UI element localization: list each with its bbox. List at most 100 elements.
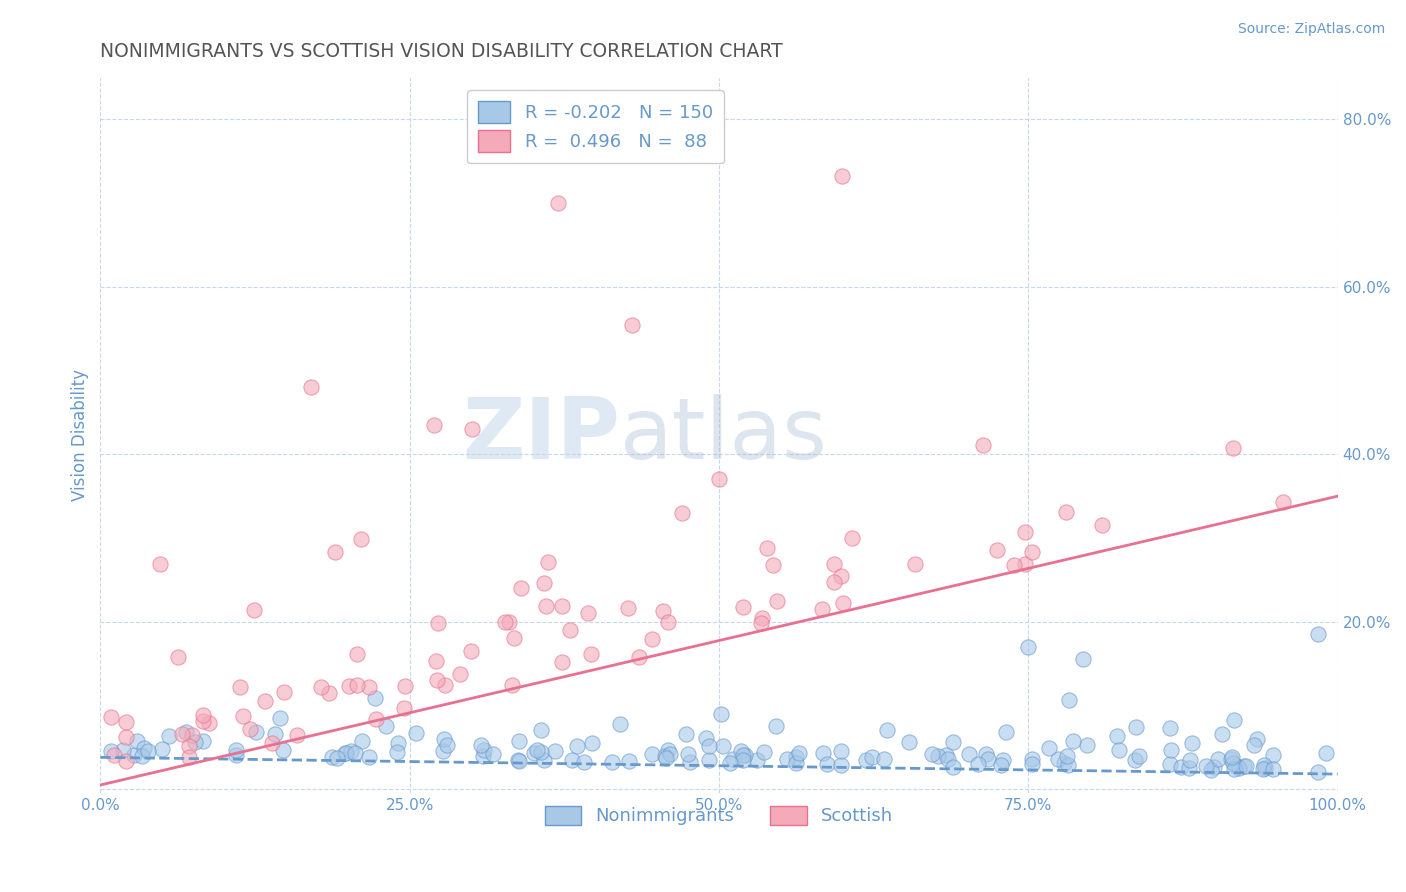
Point: [1180, 753, 1202, 767]
Point: [508, 752, 530, 766]
Point: [460, 644, 482, 658]
Point: [1202, 759, 1225, 773]
Point: [990, 757, 1012, 772]
Point: [335, 746, 357, 760]
Point: [707, 472, 730, 486]
Point: [1195, 759, 1218, 773]
Point: [323, 544, 346, 558]
Point: [641, 632, 664, 646]
Point: [318, 686, 340, 700]
Point: [1128, 748, 1150, 763]
Point: [436, 738, 458, 752]
Point: [1223, 713, 1246, 727]
Point: [789, 746, 811, 760]
Point: [103, 748, 125, 763]
Point: [423, 417, 446, 432]
Point: [811, 602, 834, 616]
Point: [433, 678, 456, 692]
Point: [733, 753, 755, 767]
Point: [131, 749, 153, 764]
Point: [285, 728, 308, 742]
Point: [138, 743, 160, 757]
Point: [115, 754, 138, 768]
Point: [734, 748, 756, 763]
Point: [581, 736, 603, 750]
Point: [600, 756, 623, 770]
Point: [350, 734, 373, 748]
Point: [547, 196, 569, 211]
Point: [942, 760, 965, 774]
Point: [657, 615, 679, 630]
Point: [1159, 756, 1181, 771]
Point: [1046, 752, 1069, 766]
Point: [191, 714, 214, 728]
Point: [157, 729, 180, 743]
Point: [676, 747, 699, 762]
Point: [1206, 752, 1229, 766]
Point: [510, 581, 533, 595]
Point: [375, 719, 398, 733]
Point: [472, 742, 495, 756]
Point: [697, 753, 720, 767]
Point: [273, 685, 295, 699]
Point: [229, 681, 252, 695]
Point: [762, 558, 785, 573]
Point: [572, 755, 595, 769]
Point: [1054, 505, 1077, 519]
Point: [132, 741, 155, 756]
Point: [449, 667, 471, 681]
Point: [652, 604, 675, 618]
Point: [1272, 495, 1295, 509]
Point: [508, 754, 530, 768]
Point: [733, 600, 755, 615]
Point: [340, 744, 363, 758]
Point: [823, 557, 845, 571]
Point: [100, 744, 122, 758]
Point: [193, 734, 215, 748]
Point: [811, 747, 834, 761]
Point: [751, 610, 773, 624]
Point: [533, 753, 555, 767]
Point: [177, 749, 200, 764]
Point: [254, 694, 277, 708]
Point: [167, 650, 190, 665]
Point: [671, 506, 693, 520]
Point: [526, 743, 548, 757]
Point: [1254, 761, 1277, 775]
Point: [1233, 759, 1256, 773]
Point: [1261, 747, 1284, 762]
Point: [172, 726, 194, 740]
Point: [730, 744, 752, 758]
Point: [1253, 758, 1275, 772]
Point: [1057, 758, 1080, 772]
Point: [966, 756, 988, 771]
Point: [655, 751, 678, 765]
Point: [498, 615, 520, 629]
Point: [1180, 736, 1202, 750]
Point: [776, 752, 799, 766]
Point: [1053, 756, 1076, 770]
Point: [561, 753, 583, 767]
Point: [174, 725, 197, 739]
Point: [756, 541, 779, 556]
Point: [1076, 738, 1098, 752]
Point: [551, 655, 574, 669]
Text: NONIMMIGRANTS VS SCOTTISH VISION DISABILITY CORRELATION CHART: NONIMMIGRANTS VS SCOTTISH VISION DISABIL…: [100, 42, 783, 61]
Point: [1251, 762, 1274, 776]
Point: [232, 709, 254, 723]
Y-axis label: Vision Disability: Vision Disability: [72, 369, 89, 501]
Point: [387, 736, 409, 750]
Point: [523, 746, 546, 760]
Point: [122, 748, 145, 763]
Point: [503, 631, 526, 645]
Text: ZIP: ZIP: [463, 394, 620, 477]
Point: [1056, 748, 1078, 763]
Point: [699, 739, 721, 754]
Point: [273, 743, 295, 757]
Point: [831, 169, 853, 183]
Point: [565, 739, 588, 754]
Point: [785, 750, 807, 764]
Point: [405, 726, 427, 740]
Point: [830, 569, 852, 583]
Point: [1021, 757, 1043, 772]
